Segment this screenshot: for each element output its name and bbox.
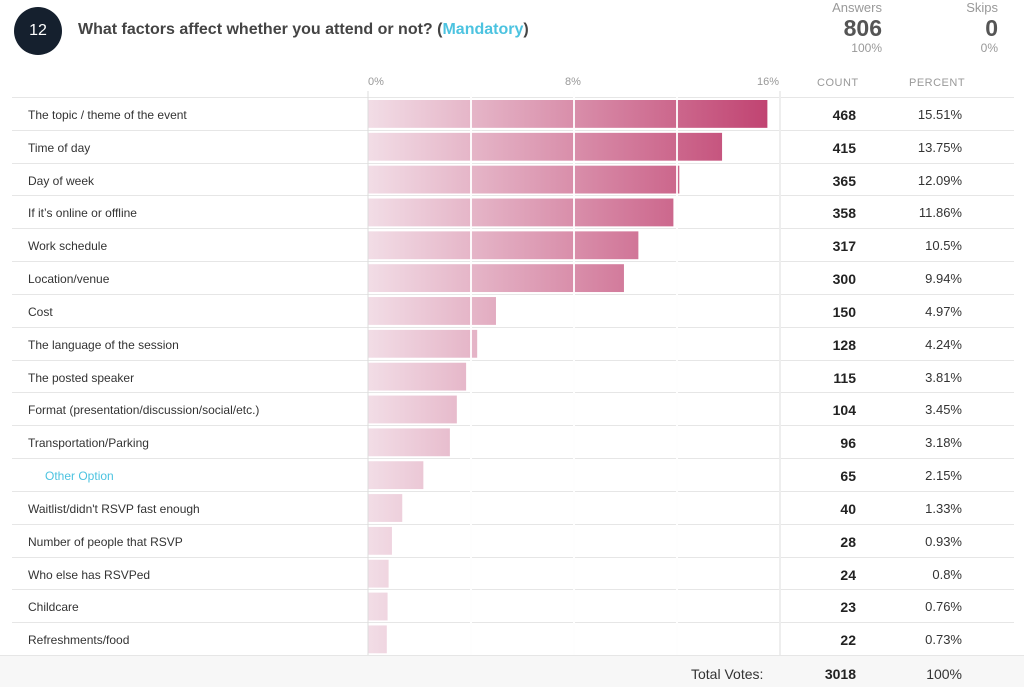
answers-stat: Answers 806 100% [822, 0, 882, 55]
row-count: 28 [840, 533, 856, 550]
answers-percent: 100% [851, 41, 882, 55]
total-votes-count: 3018 [824, 666, 856, 682]
row-percent: 10.5% [925, 238, 962, 254]
answers-label: Answers [832, 0, 882, 15]
row-label: Format (presentation/discussion/social/e… [28, 403, 260, 418]
table-row: The language of the session 128 4.24% [12, 326, 1014, 360]
row-count: 317 [832, 238, 856, 255]
results-table: The topic / theme of the event 468 15.51% T… [12, 97, 1014, 655]
skips-stat: Skips 0 0% [940, 0, 998, 55]
row-percent: 13.75% [917, 139, 962, 155]
row-percent: 4.24% [925, 336, 962, 352]
row-count: 22 [840, 632, 856, 649]
row-percent: 0.76% [925, 599, 962, 615]
table-row: Cost 150 4.97% [12, 293, 1014, 327]
row-percent: 0.73% [925, 632, 962, 648]
row-percent: 15.51% [917, 107, 962, 122]
row-count: 468 [832, 107, 856, 123]
row-percent: 1.33% [925, 500, 962, 516]
table-row: Format (presentation/discussion/social/e… [12, 392, 1014, 425]
row-label: Time of day [28, 140, 91, 155]
row-label: The posted speaker [28, 370, 135, 385]
total-votes-label: Total Votes: [691, 666, 764, 682]
row-count: 96 [840, 435, 856, 452]
row-count: 128 [832, 336, 856, 353]
table-row: Number of people that RSVP 28 0.93% [12, 523, 1014, 557]
row-percent: 12.09% [917, 172, 962, 188]
row-label: Waitlist/didn't RSVP fast enough [28, 501, 200, 516]
axis-tick-16: 16% [757, 76, 780, 88]
table-row: Other Option 65 2.15% [12, 458, 1014, 491]
row-label: Refreshments/food [28, 633, 130, 648]
row-label: Day of week [28, 173, 95, 188]
row-label: Work schedule [28, 239, 108, 254]
row-label: If it’s online or offline [28, 206, 137, 221]
axis-tick-8: 8% [565, 76, 581, 88]
question-number: 12 [29, 22, 47, 39]
count-column-header: COUNT [817, 77, 859, 89]
table-row: Waitlist/didn't RSVP fast enough 40 1.33% [12, 490, 1014, 524]
row-label: Transportation/Parking [28, 436, 149, 451]
table-row: Childcare 23 0.76% [12, 589, 1014, 622]
row-percent: 3.18% [925, 435, 962, 451]
row-percent: 2.15% [925, 468, 962, 484]
row-label: Location/venue [28, 272, 110, 287]
row-label: The language of the session [28, 337, 179, 352]
row-count: 365 [832, 172, 856, 189]
skips-value: 0 [985, 15, 998, 41]
row-count: 150 [832, 303, 856, 320]
row-count: 65 [840, 468, 856, 485]
mandatory-link[interactable]: Mandatory [442, 21, 524, 38]
table-row: If it’s online or offline 358 11.86% [12, 195, 1014, 228]
row-label: The topic / theme of the event [28, 108, 187, 122]
totals-footer: Total Votes: 3018 100% [0, 655, 1024, 687]
row-count: 115 [833, 369, 856, 386]
row-count: 415 [832, 139, 856, 156]
row-count: 358 [832, 205, 856, 222]
row-percent: 3.45% [925, 402, 962, 418]
total-votes-percent: 100% [926, 666, 962, 682]
table-row: Day of week 365 12.09% [12, 162, 1014, 196]
table-row: Refreshments/food 22 0.73% [12, 622, 1014, 655]
answers-value: 806 [843, 15, 882, 41]
table-row: Who else has RSVPed 24 0.8% [12, 556, 1014, 590]
row-count: 23 [840, 599, 856, 616]
row-percent: 3.81% [925, 369, 962, 385]
row-percent: 9.94% [925, 271, 962, 287]
row-label: Childcare [28, 600, 79, 615]
row-percent: 4.97% [925, 303, 962, 319]
row-count: 300 [832, 271, 856, 288]
table-row: Location/venue 300 9.94% [12, 261, 1014, 294]
table-row: The topic / theme of the event 468 15.51% [12, 97, 1014, 130]
row-percent: 0.8% [932, 566, 962, 582]
question-title: What factors affect whether you attend o… [78, 21, 529, 39]
axis-tick-0: 0% [368, 76, 384, 88]
skips-percent: 0% [980, 41, 998, 55]
row-count: 104 [832, 402, 856, 419]
table-row: Time of day 415 13.75% [12, 129, 1014, 163]
percent-column-header: PERCENT [909, 77, 966, 89]
question-title-text: What factors affect whether you attend o… [78, 21, 443, 38]
row-percent: 0.93% [925, 533, 962, 549]
other-option-link[interactable]: Other Option [45, 469, 114, 484]
question-number-badge: 12 [14, 7, 62, 55]
question-title-suffix: ) [523, 21, 529, 38]
row-label: Cost [28, 304, 53, 319]
table-row: The posted speaker 115 3.81% [12, 359, 1014, 393]
table-row: Work schedule 317 10.5% [12, 228, 1014, 261]
table-row: Transportation/Parking 96 3.18% [12, 425, 1014, 458]
skips-label: Skips [966, 0, 998, 15]
row-label: Number of people that RSVP [28, 534, 183, 549]
row-count: 40 [840, 500, 856, 517]
row-count: 24 [840, 566, 856, 583]
row-label: Who else has RSVPed [28, 567, 151, 582]
row-percent: 11.86% [918, 205, 962, 221]
